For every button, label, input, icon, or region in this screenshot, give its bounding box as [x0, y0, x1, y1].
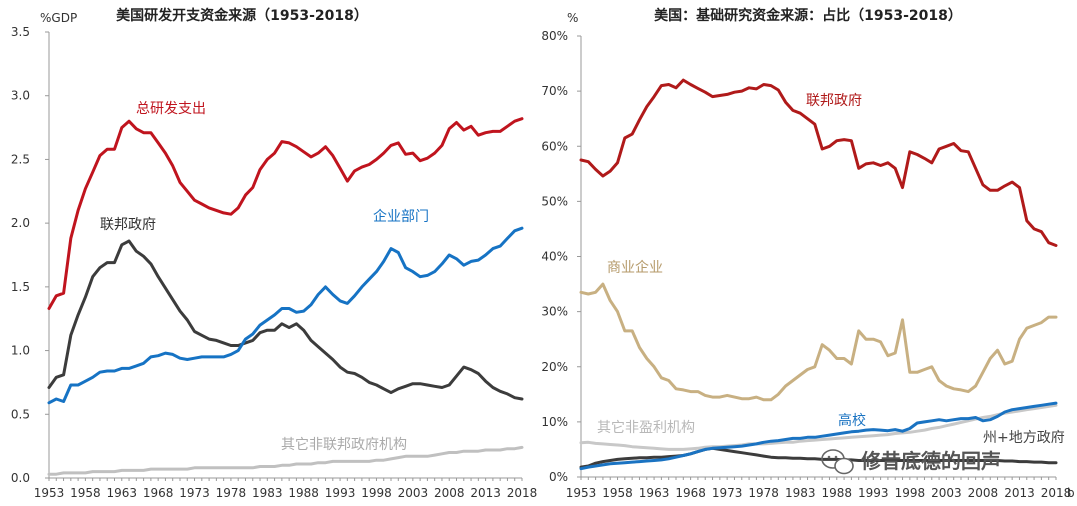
left-y-tick-label: 2.0	[11, 216, 30, 230]
left-series-label-4: 其它非联邦政府机构	[281, 436, 407, 453]
left-series-2-line	[47, 226, 524, 405]
right-x-tick-label: 1978	[748, 486, 779, 500]
left-y-tick-label: 0.5	[11, 407, 30, 421]
left-x-tick-label: 1958	[70, 486, 101, 500]
right-x-tick-label: 1963	[639, 486, 670, 500]
right-series-label-2: 商业企业	[607, 259, 663, 276]
watermark: 修昔底德的回声	[821, 449, 1001, 475]
right-x-tick-label: 1968	[675, 486, 706, 500]
chart-right: % 美国：基础研究资金来源：占比（1953-2018） 0% 10% 20% 30% 4…	[541, 7, 1074, 500]
right-chart-title: 美国：基础研究资金来源：占比（1953-2018）	[654, 7, 962, 24]
left-chart-title: 美国研发开支资金来源（1953-2018）	[116, 7, 368, 24]
left-x-tick-label: 1993	[325, 486, 356, 500]
right-y-tick-label: 10%	[541, 415, 568, 429]
left-series-1-line	[47, 117, 524, 310]
right-series-label-3: 高校	[838, 412, 866, 429]
right-series-5-line	[579, 446, 1058, 469]
left-x-tick-label: 2008	[434, 486, 465, 500]
right-y-tick-label: 0%	[549, 470, 568, 484]
right-y-tick-label: 40%	[541, 250, 568, 264]
left-y-tick-label: 1.5	[11, 280, 30, 294]
right-x-tick-label: 1958	[602, 486, 633, 500]
left-series-label-1: 总研发支出	[136, 101, 206, 117]
right-x-tick-label: 2013	[1004, 486, 1035, 500]
left-x-tick-label: 1973	[179, 486, 210, 500]
right-series-label-5: 州+地方政府	[983, 430, 1065, 446]
left-series-3-line	[47, 239, 524, 401]
right-x-tick-label: 1993	[858, 486, 889, 500]
right-x-tick-label: 1998	[895, 486, 926, 500]
left-y-tick-label: 0.0	[11, 471, 30, 485]
left-series-label-2: 企业部门	[373, 208, 429, 225]
right-x-tick-label: 1988	[821, 486, 852, 500]
right-y-tick-label: 70%	[541, 84, 568, 98]
left-x-tick-label: 2003	[398, 486, 429, 500]
right-y-unit-label: %	[567, 11, 578, 25]
left-y-tick-label: 3.5	[11, 25, 30, 39]
right-x-tick-label: 1953	[566, 486, 597, 500]
right-x-tick-label: 1973	[712, 486, 743, 500]
chart-left: %GDP 美国研发开支资金来源（1953-2018） 0.0 0.5 1.0 1.5 2…	[11, 7, 537, 500]
right-y-tick-label: 30%	[541, 305, 568, 319]
wechat-icon	[821, 449, 854, 475]
left-y-unit-label: %GDP	[40, 11, 77, 25]
right-y-tick-label: 80%	[541, 29, 568, 43]
left-x-tick-label: 1998	[361, 486, 392, 500]
watermark-text: 修昔底德的回声	[860, 449, 1001, 473]
right-x-tick-label: 1983	[785, 486, 816, 500]
right-series-label-4: 其它非盈利机构	[597, 419, 695, 436]
left-y-tick-label: 2.5	[11, 152, 30, 166]
right-series-label-1: 联邦政府	[806, 93, 862, 109]
left-x-tick-label: 1978	[216, 486, 247, 500]
left-x-tick-label: 1988	[288, 486, 319, 500]
left-series-4-line	[47, 445, 524, 476]
right-x-end-label: b	[1067, 486, 1075, 500]
left-y-tick-label: 3.0	[11, 89, 30, 103]
left-x-tick-label: 1963	[106, 486, 137, 500]
left-x-tick-label: 1953	[34, 486, 65, 500]
right-x-tick-label: 2008	[968, 486, 999, 500]
right-series-3-line	[579, 401, 1058, 471]
right-x-tick-label: 2018	[1041, 486, 1072, 500]
right-series-1-line	[579, 78, 1058, 247]
left-x-tick-label: 1968	[143, 486, 174, 500]
right-y-tick-label: 60%	[541, 139, 568, 153]
left-x-tick-label: 1983	[252, 486, 283, 500]
right-y-tick-label: 50%	[541, 194, 568, 208]
left-x-tick-label: 2013	[470, 486, 501, 500]
right-y-tick-label: 20%	[541, 360, 568, 374]
right-series-2-line	[579, 282, 1058, 402]
left-series-label-3: 联邦政府	[100, 217, 156, 233]
right-x-tick-label: 2003	[931, 486, 962, 500]
left-x-tick-label: 2018	[507, 486, 538, 500]
left-y-tick-label: 1.0	[11, 344, 30, 358]
